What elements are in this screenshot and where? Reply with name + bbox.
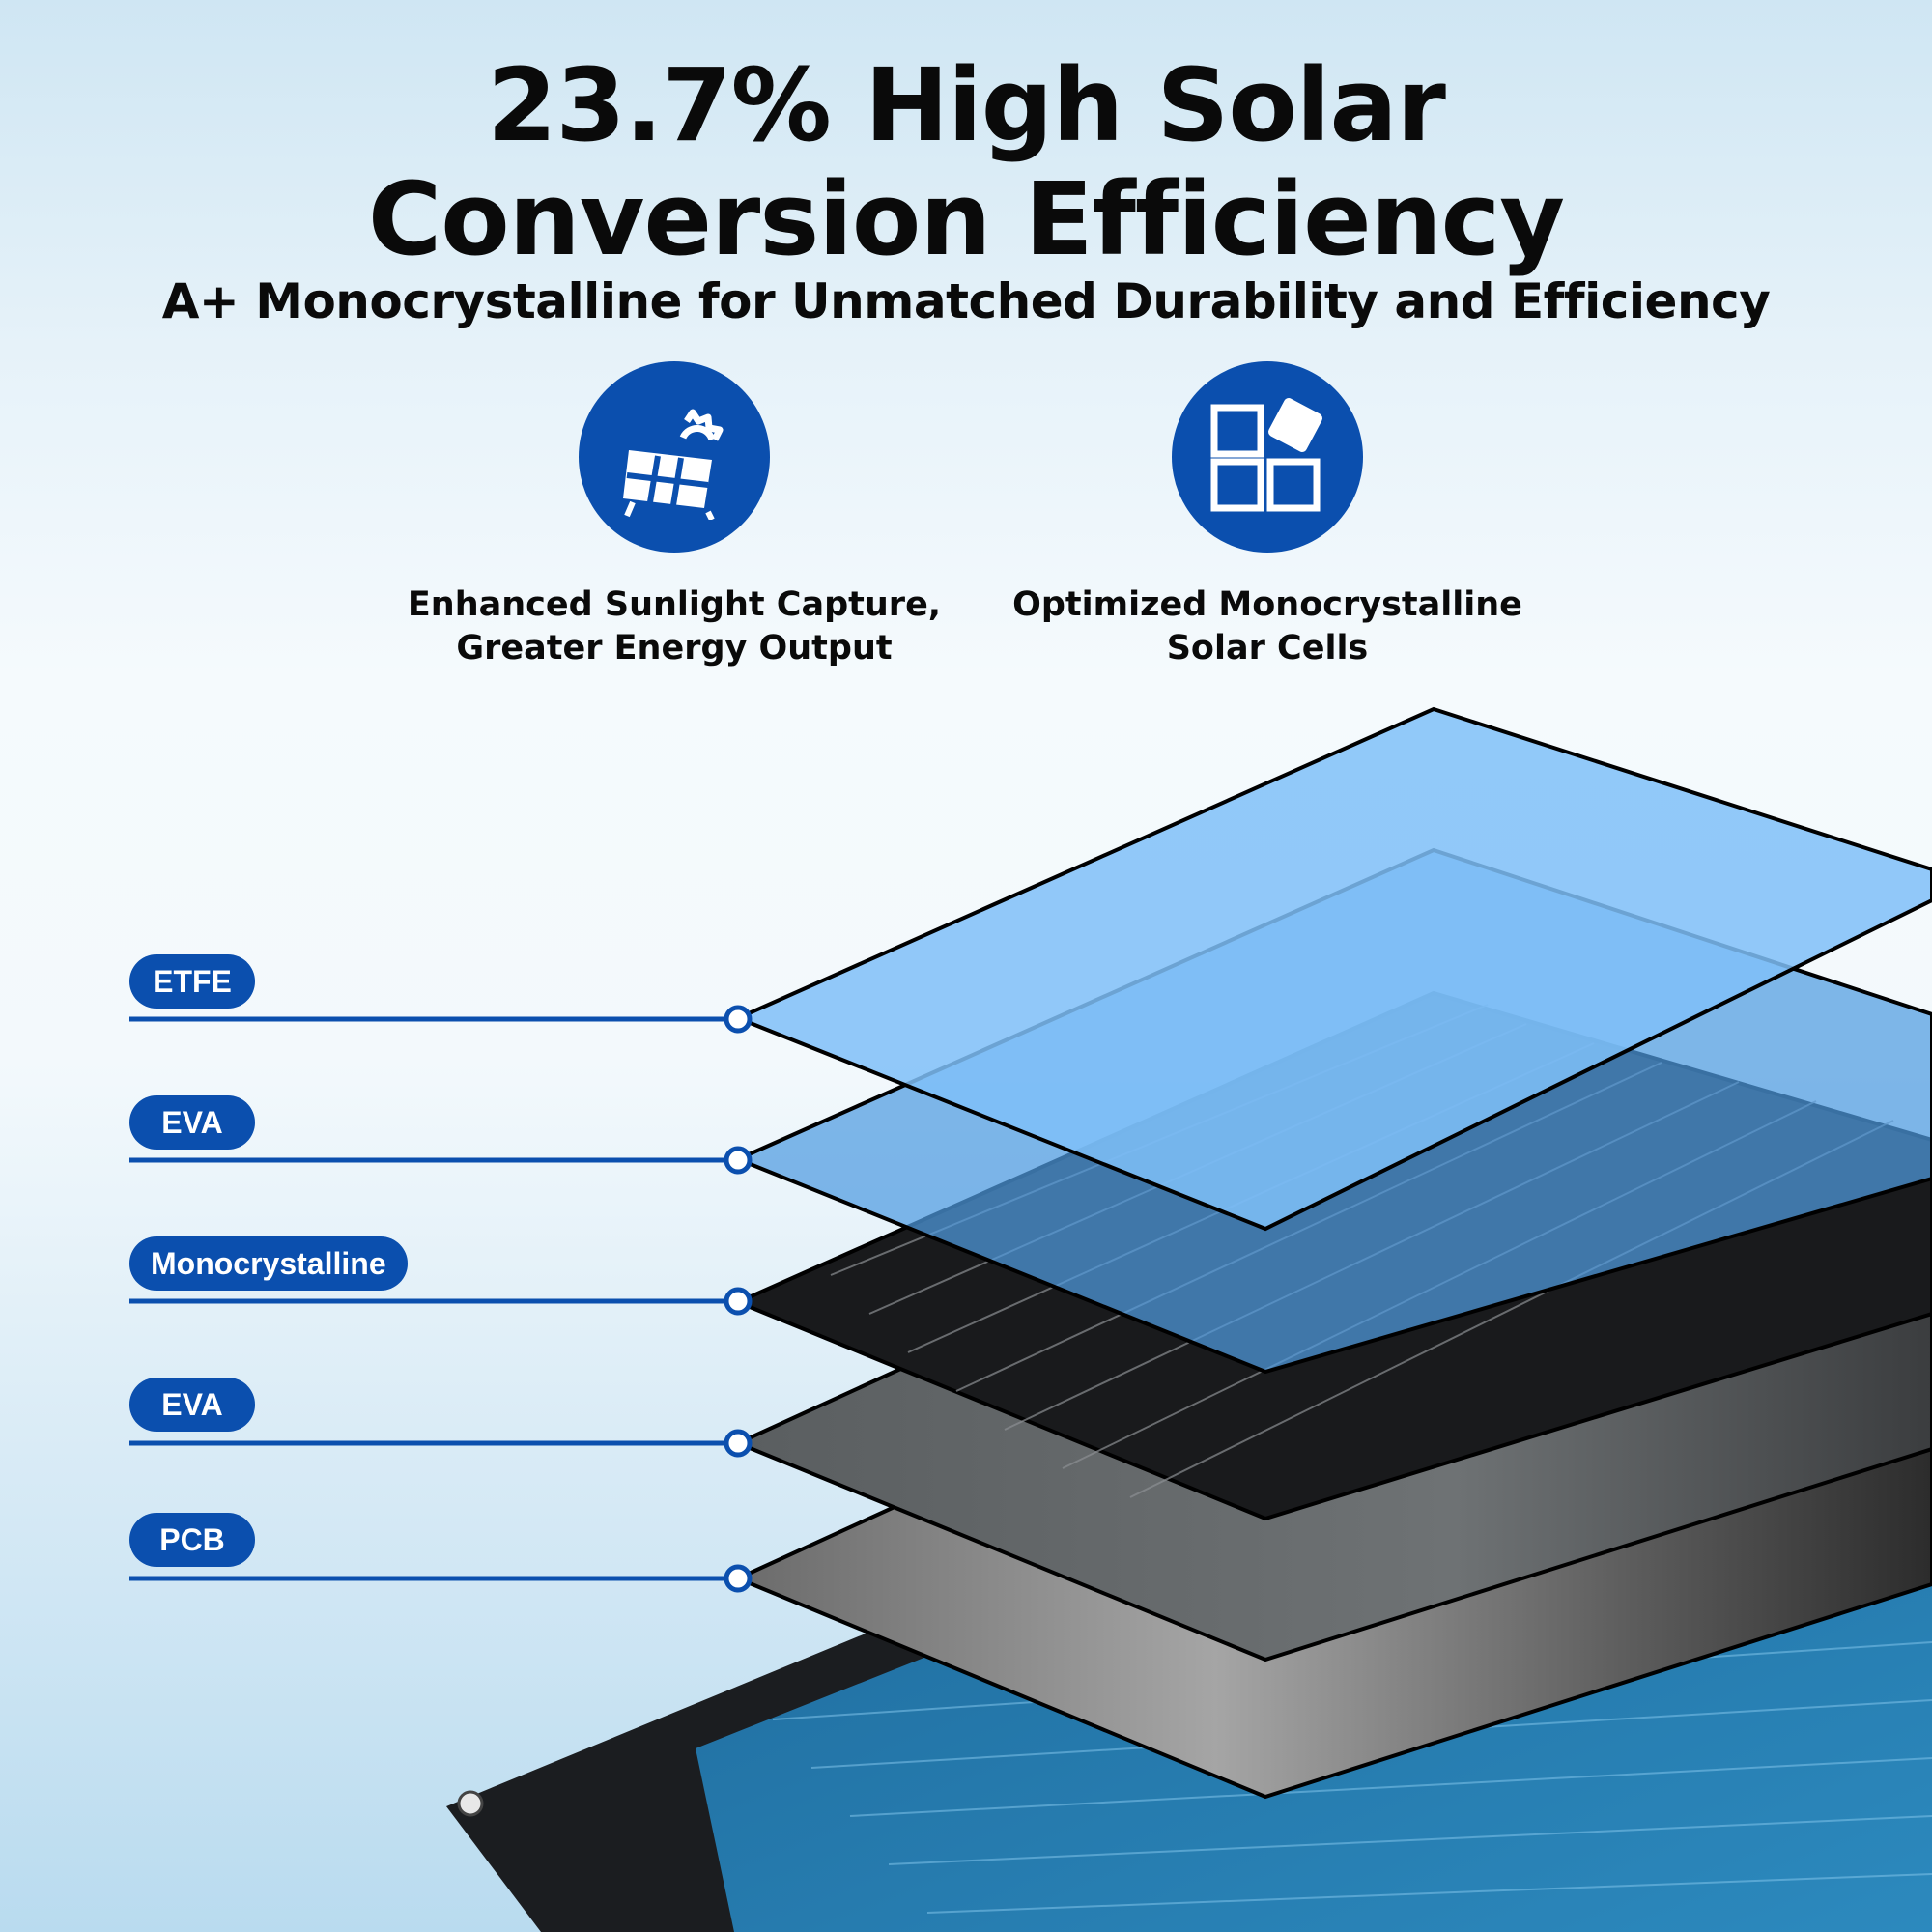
- label-etfe: ETFE: [129, 954, 255, 1009]
- feature-sunlight-capture: Enhanced Sunlight Capture, Greater Energ…: [384, 361, 964, 670]
- page-subtitle: A+ Monocrystalline for Unmatched Durabil…: [161, 273, 1771, 329]
- feature-caption: Enhanced Sunlight Capture, Greater Energ…: [407, 585, 942, 668]
- solar-panel-sun-icon: [579, 361, 770, 553]
- etfe-layer: [732, 706, 1932, 1232]
- leader-dot: [724, 1564, 753, 1593]
- leader-dot: [724, 1429, 753, 1458]
- feature-caption: Optimized Monocrystalline Solar Cells: [1012, 585, 1522, 668]
- label-pcb: PCB: [129, 1513, 255, 1567]
- leader-dot: [724, 1146, 753, 1175]
- feature-monocrystalline-cells: Optimized Monocrystalline Solar Cells: [978, 361, 1557, 670]
- label-eva-lower: EVA: [129, 1378, 255, 1432]
- title-line: 23.7% High Solar Conversion Efficiency: [367, 46, 1565, 278]
- leader-dot: [724, 1005, 753, 1034]
- modular-cells-icon: [1172, 361, 1363, 553]
- label-eva-upper: EVA: [129, 1095, 255, 1150]
- page-title: 23.7% High Solar Conversion Efficiency: [0, 48, 1932, 276]
- label-monocrystalline: Monocrystalline: [129, 1236, 408, 1291]
- leader-dot: [724, 1287, 753, 1316]
